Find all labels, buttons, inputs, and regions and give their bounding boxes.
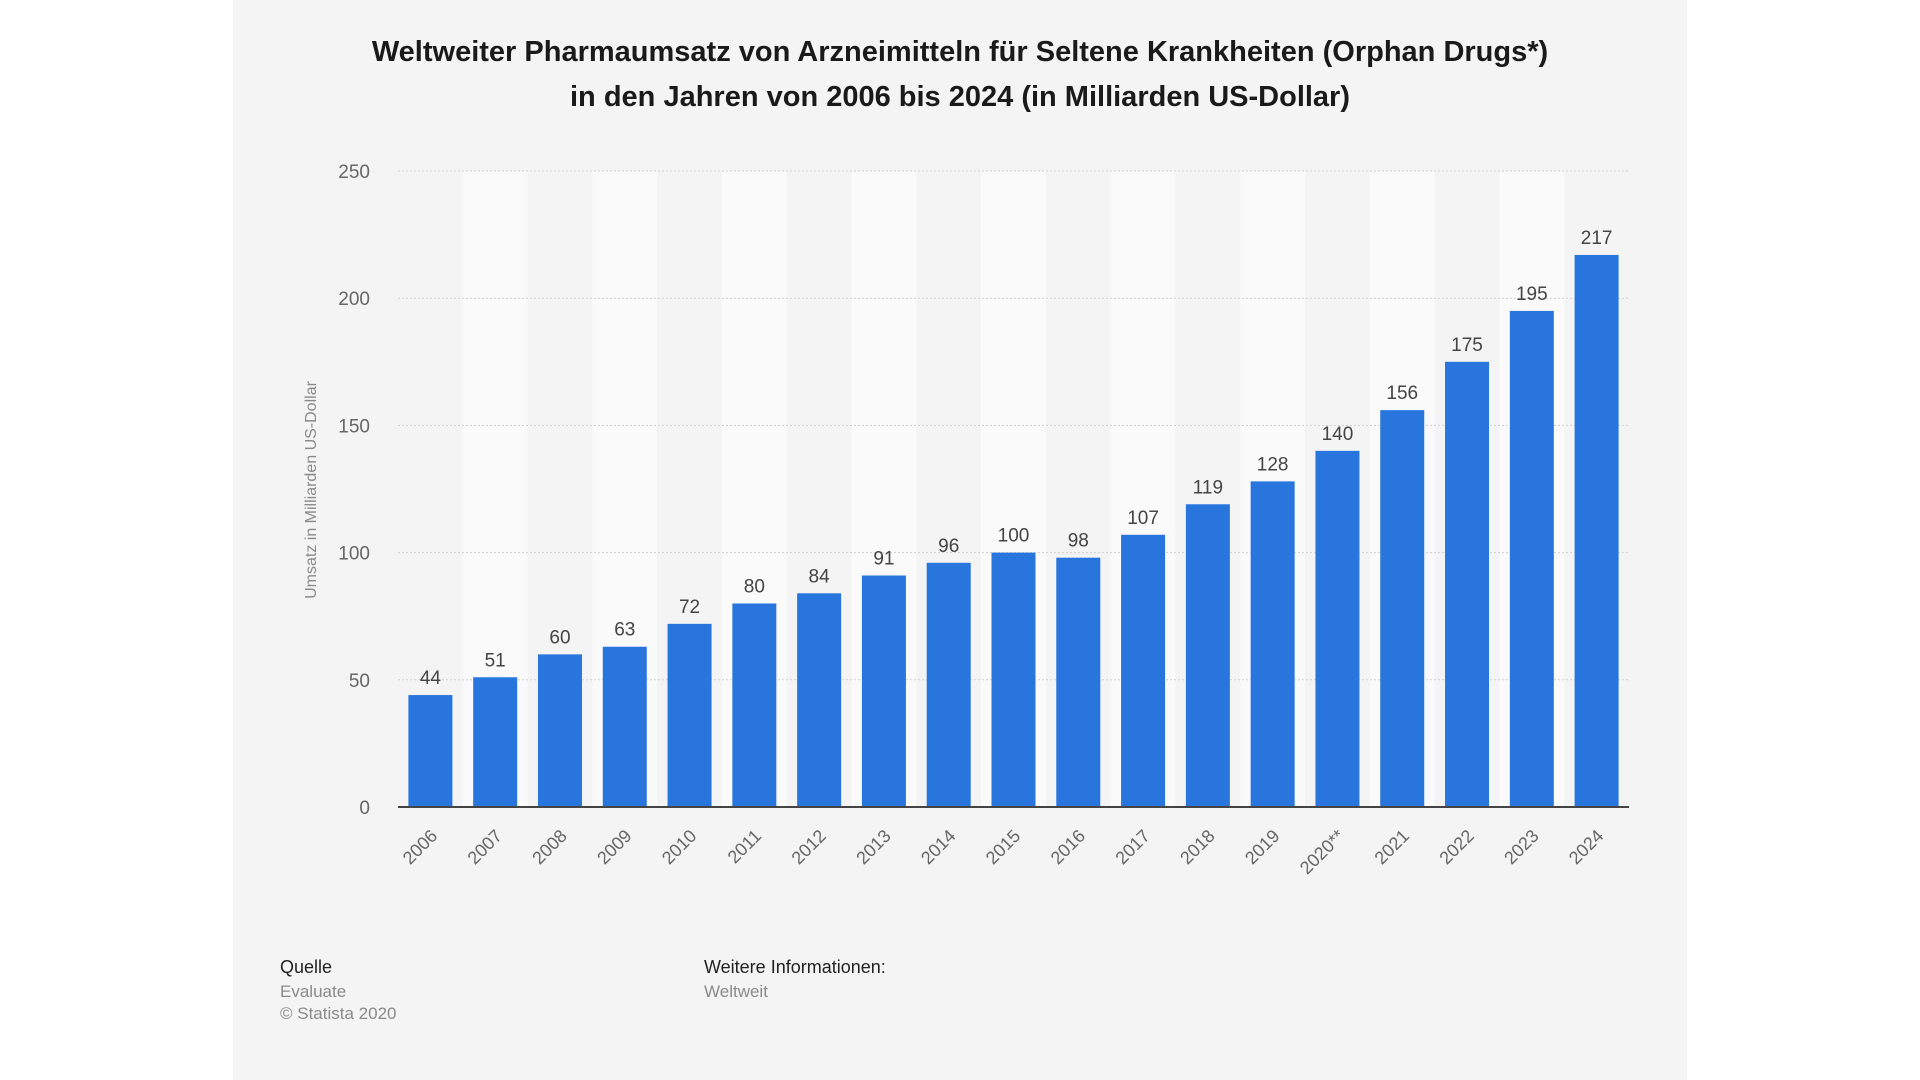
y-tick-label: 200 bbox=[338, 289, 370, 310]
data-label: 107 bbox=[1127, 508, 1159, 529]
data-label: 195 bbox=[1516, 284, 1548, 305]
bar bbox=[473, 677, 518, 807]
bar bbox=[1056, 557, 1101, 807]
y-tick-label: 150 bbox=[338, 416, 370, 437]
bar bbox=[1185, 504, 1230, 807]
data-label: 44 bbox=[420, 668, 442, 689]
x-tick-label: 2015 bbox=[982, 826, 1024, 868]
data-label: 63 bbox=[614, 620, 635, 641]
bar bbox=[1250, 481, 1295, 807]
x-tick-label: 2016 bbox=[1047, 826, 1089, 868]
copyright: © Statista 2020 bbox=[280, 1004, 397, 1023]
x-tick-label: 2010 bbox=[658, 826, 700, 868]
info-region: Weltweit bbox=[704, 982, 768, 1001]
y-tick-label: 50 bbox=[349, 671, 370, 692]
x-tick-label: 2008 bbox=[528, 826, 570, 868]
x-tick-label: 2011 bbox=[724, 826, 766, 868]
x-tick-label: 2019 bbox=[1241, 826, 1283, 868]
x-tick-label: 2013 bbox=[852, 826, 894, 868]
data-label: 91 bbox=[873, 548, 894, 569]
y-tick-label: 0 bbox=[359, 798, 370, 819]
data-label: 128 bbox=[1257, 454, 1289, 475]
data-label: 140 bbox=[1322, 424, 1354, 445]
bar bbox=[1315, 450, 1360, 807]
data-label: 84 bbox=[809, 566, 831, 587]
x-tick-label: 2014 bbox=[917, 826, 959, 868]
bar bbox=[991, 552, 1036, 807]
data-label: 100 bbox=[998, 526, 1030, 547]
data-label: 119 bbox=[1193, 477, 1223, 498]
x-tick-label: 2022 bbox=[1435, 826, 1477, 868]
bar bbox=[408, 695, 453, 807]
x-tick-label: 2020** bbox=[1296, 826, 1348, 878]
bar bbox=[797, 593, 842, 807]
bar bbox=[1380, 410, 1425, 807]
data-label: 51 bbox=[485, 650, 506, 671]
data-label: 80 bbox=[744, 576, 765, 597]
y-tick-label: 250 bbox=[338, 162, 370, 183]
chart-title-line-1: Weltweiter Pharmaumsatz von Arzneimittel… bbox=[371, 36, 1549, 68]
x-tick-label: 2023 bbox=[1500, 826, 1542, 868]
y-tick-label: 100 bbox=[338, 544, 370, 565]
bar bbox=[861, 575, 906, 807]
data-label: 156 bbox=[1386, 383, 1418, 404]
bar bbox=[1121, 534, 1166, 807]
bar bbox=[537, 654, 582, 807]
x-tick-label: 2006 bbox=[399, 826, 441, 868]
data-label: 217 bbox=[1581, 228, 1613, 249]
data-label: 96 bbox=[938, 536, 959, 557]
info-label: Weitere Informationen: bbox=[704, 957, 886, 977]
source-label: Quelle bbox=[280, 957, 333, 977]
chart-title-line-2: in den Jahren von 2006 bis 2024 (in Mill… bbox=[570, 81, 1350, 113]
x-tick-label: 2017 bbox=[1111, 826, 1153, 868]
bar bbox=[602, 646, 647, 807]
x-tick-label: 2009 bbox=[593, 826, 635, 868]
data-label: 72 bbox=[679, 597, 700, 618]
x-tick-label: 2021 bbox=[1371, 826, 1413, 868]
data-label: 60 bbox=[549, 627, 570, 648]
data-label: 98 bbox=[1068, 531, 1089, 552]
x-tick-label: 2018 bbox=[1176, 826, 1218, 868]
source-link[interactable]: Evaluate bbox=[280, 982, 347, 1001]
bar bbox=[1445, 361, 1490, 807]
bar bbox=[732, 603, 777, 807]
bar bbox=[1509, 310, 1554, 807]
x-tick-label: 2007 bbox=[464, 826, 506, 868]
chart-title: Weltweiter Pharmaumsatz von Arzneimittel… bbox=[233, 30, 1687, 120]
y-axis-title: Umsatz in Milliarden US-Dollar bbox=[303, 380, 320, 599]
bar bbox=[926, 562, 971, 807]
bar bbox=[1574, 254, 1619, 807]
bar bbox=[667, 623, 712, 807]
x-tick-label: 2024 bbox=[1565, 826, 1607, 868]
x-tick-label: 2012 bbox=[788, 826, 830, 868]
data-label: 175 bbox=[1451, 335, 1483, 356]
